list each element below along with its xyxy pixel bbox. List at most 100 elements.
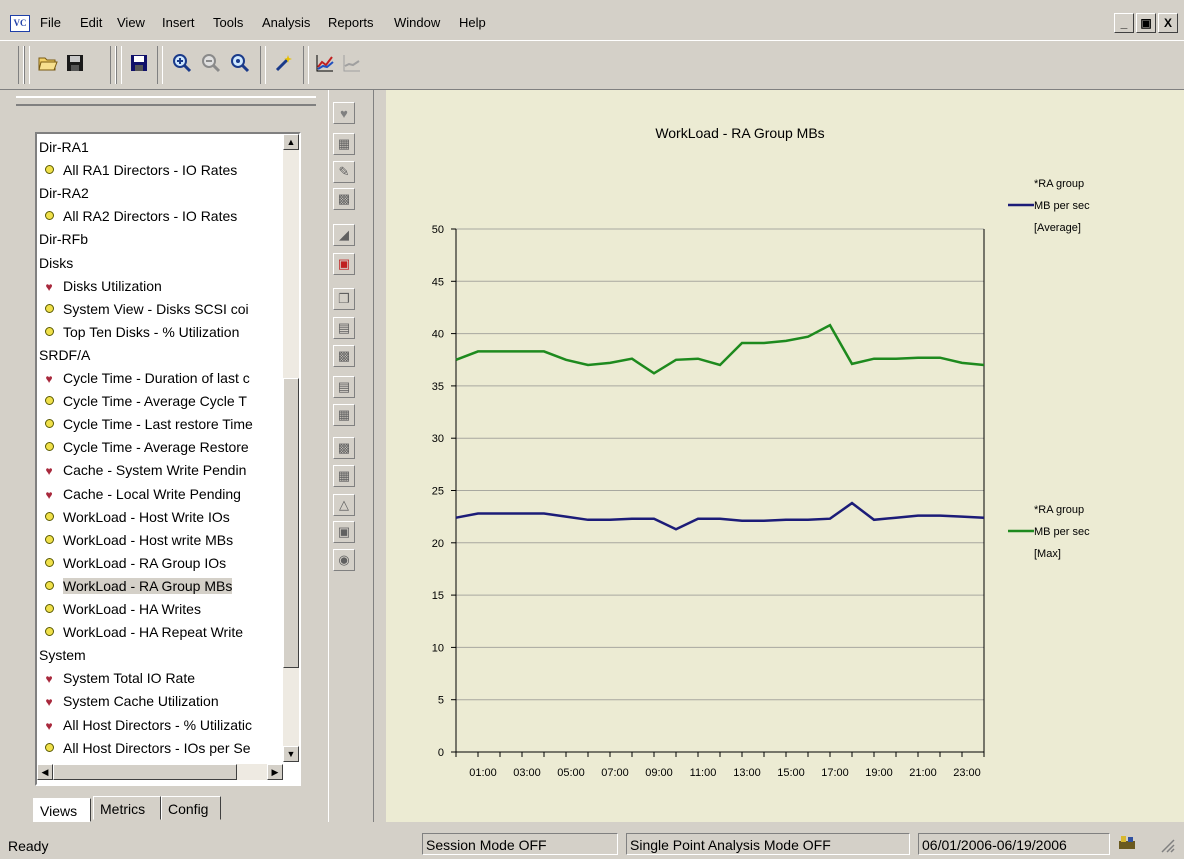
binoculars-icon[interactable]: ◉ bbox=[333, 549, 355, 571]
tree-item-label: WorkLoad - Host Write IOs bbox=[63, 508, 230, 525]
yellow-status-dot-icon bbox=[43, 620, 55, 644]
scroll-left-arrow-icon[interactable]: ◀ bbox=[37, 764, 53, 780]
minimize-button[interactable]: _ bbox=[1114, 13, 1134, 33]
tree-item[interactable]: ♥ Cycle Time - Duration of last c bbox=[41, 366, 249, 390]
tree-group[interactable]: Dir-RFb bbox=[39, 227, 88, 251]
tree-icon[interactable]: ▦ bbox=[333, 465, 355, 487]
views-tree[interactable]: Dir-RA1 All RA1 Directors - IO Rates Dir-R… bbox=[35, 132, 301, 786]
move-icon[interactable]: ▩ bbox=[333, 345, 355, 367]
toolbar-separator bbox=[157, 46, 163, 84]
zoom-in-icon[interactable] bbox=[170, 51, 194, 75]
heart-icon: ♥ bbox=[45, 672, 53, 687]
menu-insert[interactable]: Insert bbox=[162, 15, 195, 30]
bar-chart-icon[interactable]: ▩ bbox=[333, 188, 355, 210]
status-date-range: 06/01/2006-06/19/2006 bbox=[918, 833, 1110, 855]
tree-item[interactable]: WorkLoad - HA Repeat Write bbox=[41, 620, 243, 644]
tree-item[interactable]: Top Ten Disks - % Utilization bbox=[41, 320, 239, 344]
tree-horizontal-scrollbar[interactable]: ◀ ▶ bbox=[37, 764, 283, 780]
tree-item[interactable]: ♥ System Total IO Rate bbox=[41, 666, 195, 690]
tree-item[interactable]: ♥ Disks Utilization bbox=[41, 274, 161, 298]
tree-item[interactable]: WorkLoad - HA Writes bbox=[41, 597, 201, 621]
scroll-right-arrow-icon[interactable]: ▶ bbox=[267, 764, 283, 780]
tree-group[interactable]: Disks bbox=[39, 251, 73, 275]
tab-views[interactable]: Views bbox=[33, 798, 91, 822]
y-tick-label: 45 bbox=[432, 276, 444, 288]
y-tick-label: 30 bbox=[432, 433, 444, 445]
tree-item[interactable]: ♥ All Host Directors - % Utilizatic bbox=[41, 713, 252, 737]
tree-item[interactable]: ♥ System Cache Utilization bbox=[41, 689, 218, 713]
yellow-status-dot-icon bbox=[43, 297, 55, 321]
document-icon[interactable]: ▤ bbox=[333, 376, 355, 398]
line-chart-icon[interactable] bbox=[313, 51, 337, 75]
tree-item[interactable]: Cycle Time - Average Restore bbox=[41, 435, 249, 459]
tree-item[interactable]: ♥ Cache - System Write Pendin bbox=[41, 458, 246, 482]
tree-scroll-thumb[interactable] bbox=[283, 378, 299, 668]
grid-heatmap-icon[interactable]: ▣ bbox=[333, 253, 355, 275]
resize-grip-icon[interactable] bbox=[1156, 834, 1176, 854]
app-logo-icon[interactable]: VC bbox=[10, 15, 30, 32]
status-single-point-mode: Single Point Analysis Mode OFF bbox=[626, 833, 910, 855]
heart-icon: ♥ bbox=[45, 695, 53, 710]
menu-reports[interactable]: Reports bbox=[328, 15, 374, 30]
yellow-status-dot-icon bbox=[43, 435, 55, 459]
tree-item[interactable]: System View - Disks SCSI coi bbox=[41, 297, 249, 321]
menu-help[interactable]: Help bbox=[459, 15, 486, 30]
menu-view[interactable]: View bbox=[117, 15, 145, 30]
tab-config[interactable]: Config bbox=[161, 796, 221, 820]
menu-analysis[interactable]: Analysis bbox=[262, 15, 311, 30]
scroll-down-arrow-icon[interactable]: ▼ bbox=[283, 746, 299, 762]
magic-wand-icon[interactable] bbox=[272, 51, 296, 75]
tree-item-label: WorkLoad - HA Writes bbox=[63, 601, 201, 617]
yellow-status-dot-icon bbox=[43, 320, 55, 344]
tree-group[interactable]: System bbox=[39, 643, 86, 667]
tree-group[interactable]: SRDF/A bbox=[39, 343, 90, 367]
diagonal-icon[interactable]: ◢ bbox=[333, 224, 355, 246]
zoom-reset-icon[interactable] bbox=[228, 51, 252, 75]
hierarchy-icon[interactable]: ▦ bbox=[333, 133, 355, 155]
tree-group[interactable]: Dir-RA1 bbox=[39, 135, 89, 159]
copy-icon[interactable]: ❐ bbox=[333, 288, 355, 310]
yellow-status-dot-icon bbox=[43, 204, 55, 228]
yellow-status-dot-icon bbox=[43, 597, 55, 621]
toolbar-grip bbox=[18, 46, 24, 84]
y-tick-label: 35 bbox=[432, 381, 444, 393]
status-session-mode: Session Mode OFF bbox=[422, 833, 618, 855]
close-button[interactable]: X bbox=[1158, 13, 1178, 33]
legend-label: *RA group bbox=[1034, 504, 1084, 516]
chart-disabled-icon[interactable] bbox=[340, 51, 364, 75]
tree-item[interactable]: WorkLoad - RA Group MBs bbox=[41, 574, 233, 598]
tree-item[interactable]: All RA1 Directors - IO Rates bbox=[41, 158, 237, 182]
tree-hscroll-thumb[interactable] bbox=[53, 764, 237, 780]
menu-file[interactable]: File bbox=[40, 15, 61, 30]
tree-item-label: Dir-RA1 bbox=[39, 139, 89, 155]
columns-icon[interactable]: ▦ bbox=[333, 404, 355, 426]
tree-item[interactable]: WorkLoad - Host Write IOs bbox=[41, 505, 230, 529]
color-blocks-icon[interactable]: ▣ bbox=[333, 521, 355, 543]
tree-item-label: WorkLoad - RA Group MBs bbox=[63, 577, 233, 594]
tree-item[interactable]: Cycle Time - Average Cycle T bbox=[41, 389, 247, 413]
tree-item[interactable]: Cycle Time - Last restore Time bbox=[41, 412, 253, 436]
save-icon[interactable] bbox=[127, 51, 151, 75]
folder-icon[interactable]: ▤ bbox=[333, 317, 355, 339]
tree-item[interactable]: All Host Directors - IOs per Se bbox=[41, 736, 251, 760]
menu-tools[interactable]: Tools bbox=[213, 15, 244, 30]
heart-icon: ♥ bbox=[45, 487, 53, 502]
tree-group[interactable]: Dir-RA2 bbox=[39, 181, 89, 205]
tree-item[interactable]: All RA2 Directors - IO Rates bbox=[41, 204, 237, 228]
save-disk-icon[interactable] bbox=[63, 51, 87, 75]
tree-item[interactable]: WorkLoad - RA Group IOs bbox=[41, 551, 226, 575]
menu-window[interactable]: Window bbox=[394, 15, 441, 30]
network-icon[interactable]: △ bbox=[333, 494, 355, 516]
open-folder-icon[interactable] bbox=[36, 51, 60, 75]
zoom-out-icon[interactable] bbox=[199, 51, 223, 75]
tree-item-label: Dir-RFb bbox=[39, 231, 88, 248]
restore-button[interactable]: ▣ bbox=[1136, 13, 1156, 33]
tree-item[interactable]: ♥ Cache - Local Write Pending bbox=[41, 482, 241, 506]
menu-edit[interactable]: Edit bbox=[80, 15, 103, 30]
tab-metrics[interactable]: Metrics bbox=[93, 796, 161, 820]
bar-graph-color-icon[interactable]: ▩ bbox=[333, 437, 355, 459]
pencil-icon[interactable]: ✎ bbox=[333, 161, 355, 183]
scroll-up-arrow-icon[interactable]: ▲ bbox=[283, 134, 299, 150]
heart-icon[interactable]: ♥ bbox=[333, 102, 355, 124]
tree-item[interactable]: WorkLoad - Host write MBs bbox=[41, 528, 233, 552]
